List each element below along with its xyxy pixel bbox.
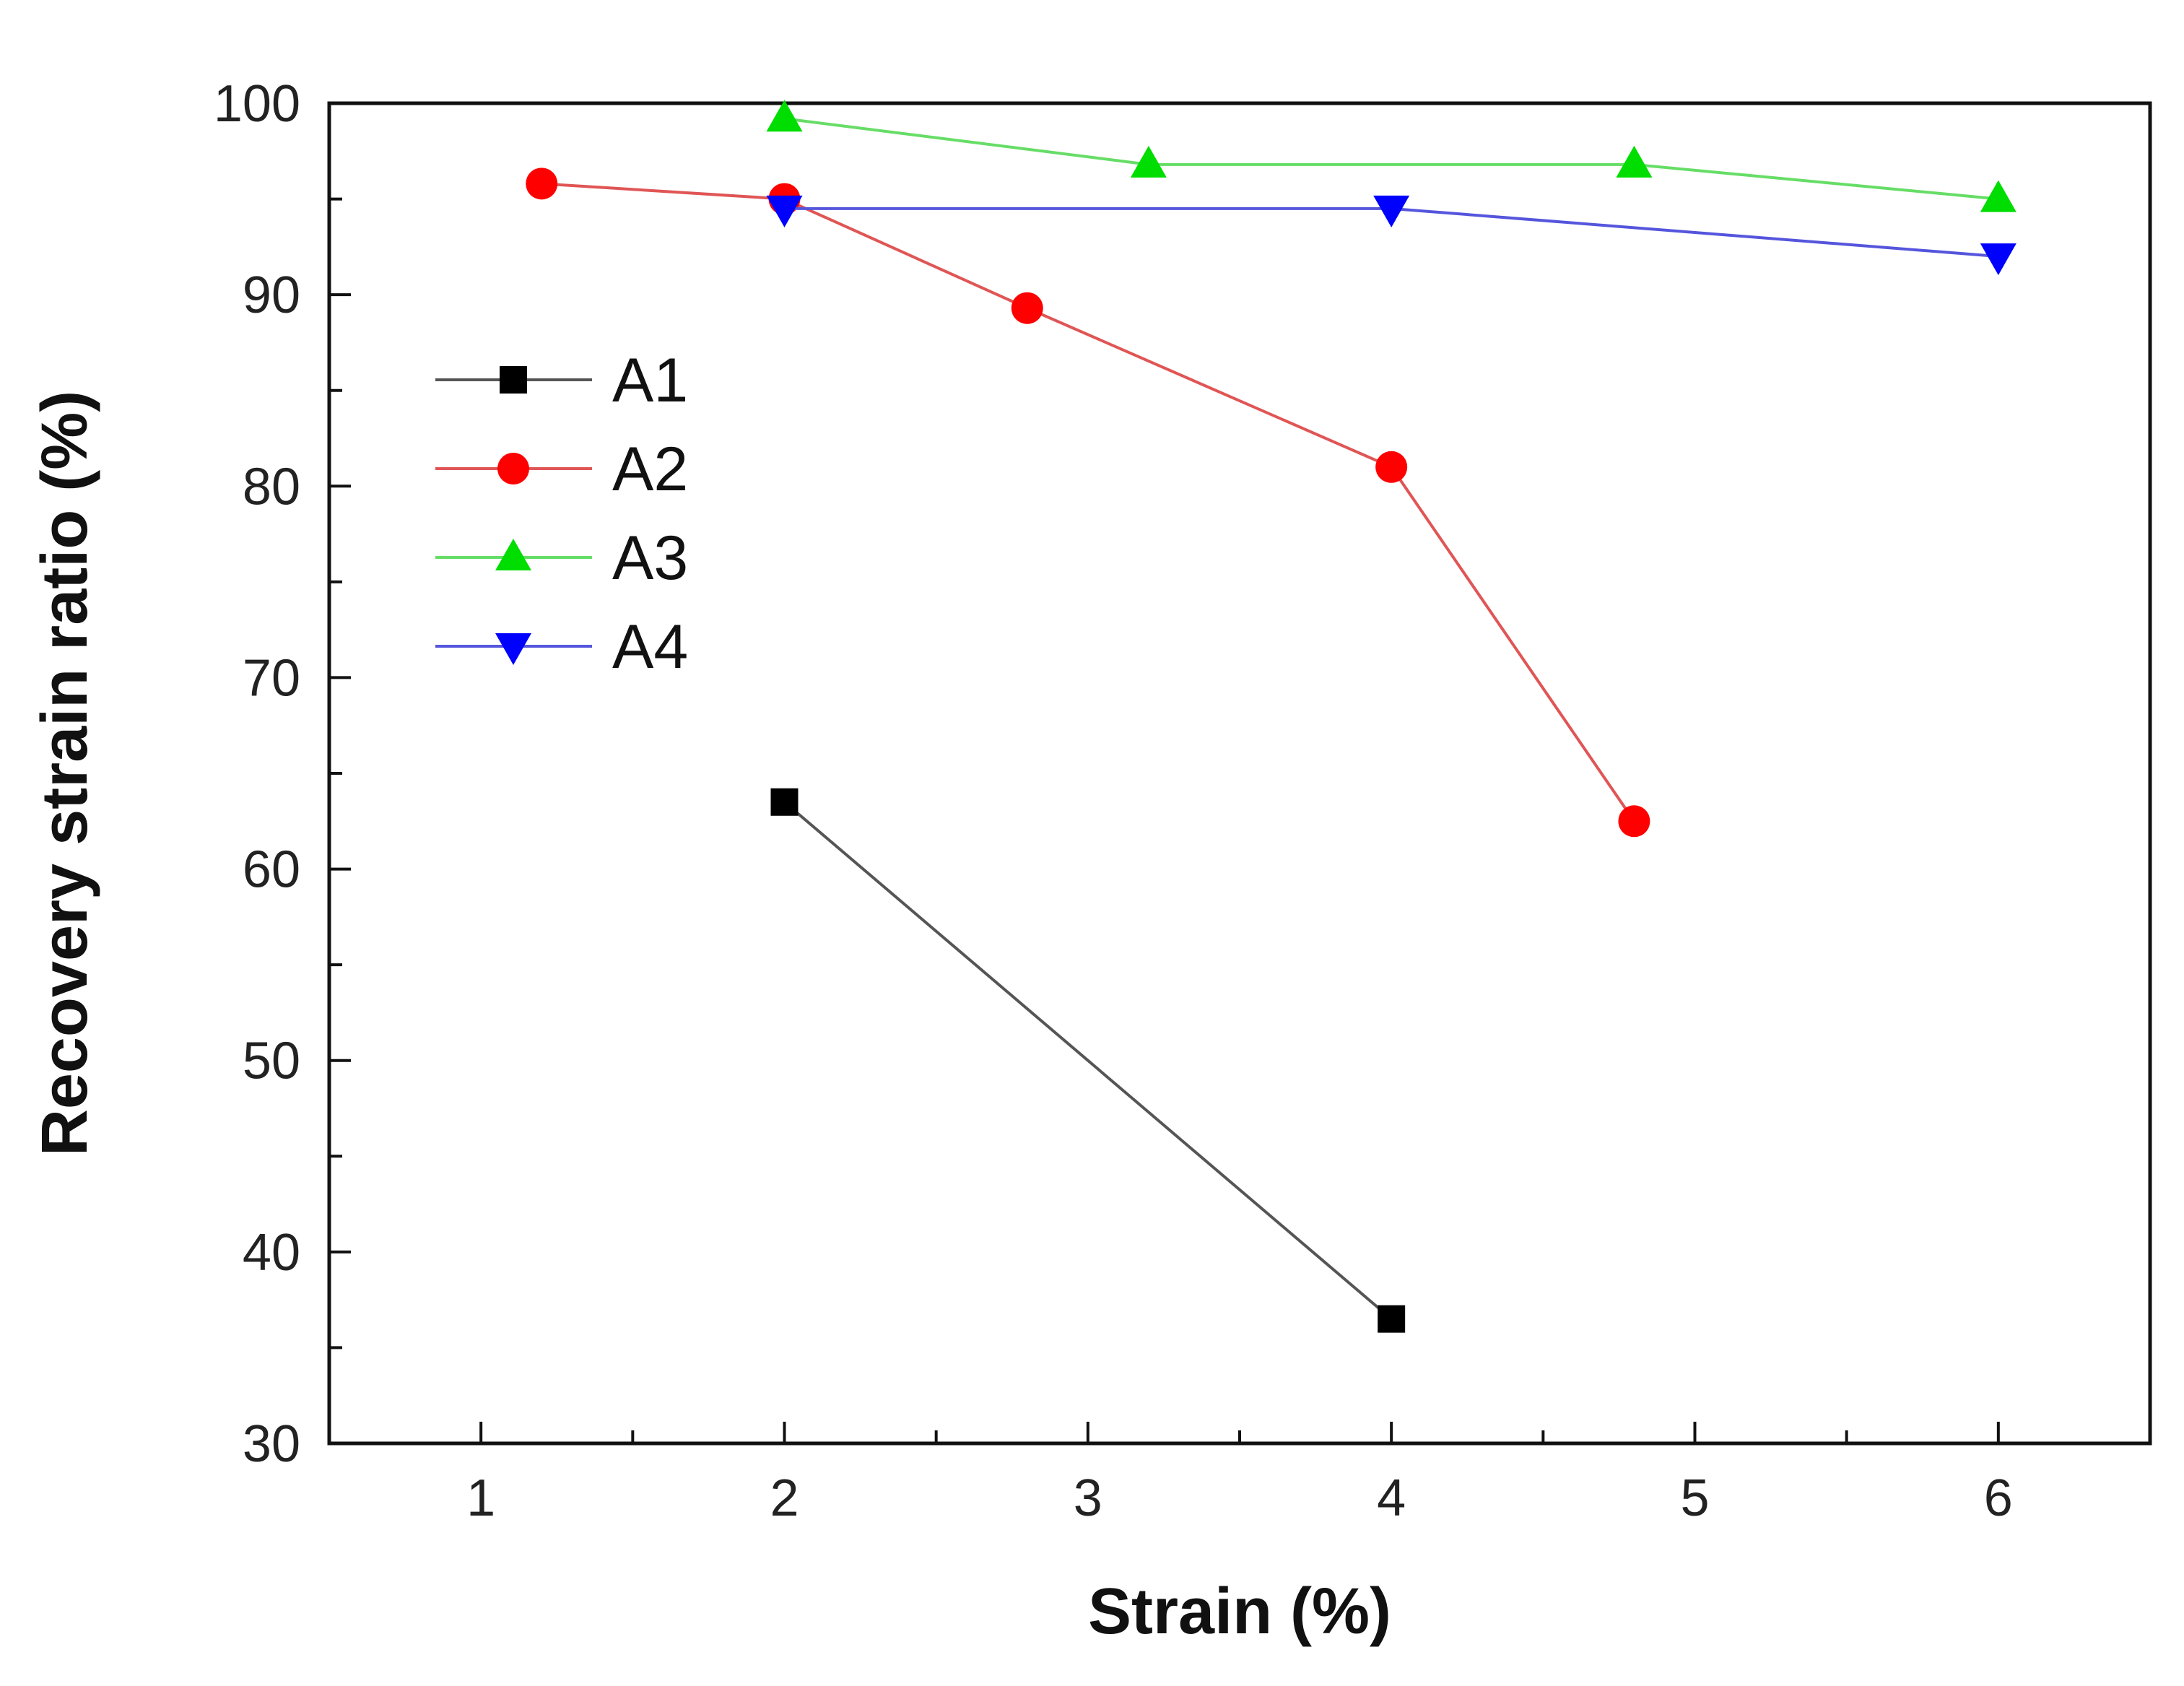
data-point-a3 — [766, 100, 803, 132]
data-point-a2 — [1011, 292, 1043, 324]
y-tick-label: 50 — [243, 1033, 300, 1090]
x-tick-label: 6 — [1984, 1469, 2013, 1527]
legend-item-a1: A1 — [435, 346, 688, 415]
data-point-a2 — [1618, 805, 1650, 838]
legend-marker — [497, 453, 529, 484]
data-point-a4 — [1980, 243, 2016, 276]
series-a1 — [770, 788, 1406, 1333]
legend: A1 A2 A3 A4 — [435, 346, 688, 682]
y-axis-title: Recovery strain ratio (%) — [29, 391, 101, 1156]
legend-marker — [495, 539, 531, 570]
legend-marker — [500, 366, 527, 394]
x-tick-label: 3 — [1074, 1469, 1102, 1527]
data-point-a1 — [1378, 1305, 1406, 1333]
y-tick-label: 80 — [243, 458, 300, 516]
data-point-a3 — [1616, 145, 1653, 178]
x-tick-label: 5 — [1680, 1469, 1709, 1527]
data-point-a1 — [770, 788, 799, 816]
y-tick-label: 100 — [214, 75, 300, 133]
legend-marker — [495, 633, 531, 665]
series-line-a3 — [784, 117, 1999, 201]
data-point-a2 — [526, 168, 558, 200]
legend-label: A1 — [612, 346, 688, 415]
series-line-a1 — [783, 801, 1393, 1321]
y-tick-label: 40 — [243, 1224, 300, 1282]
y-tick-label: 90 — [243, 266, 300, 324]
series-a4 — [766, 195, 2016, 276]
data-point-a4 — [1373, 195, 1410, 227]
data-point-a3 — [1980, 180, 2016, 212]
series-group — [526, 100, 2016, 1333]
axis-ticks: 1 2 3 4 5 6 30 40 50 60 70 80 90 100 — [214, 75, 2013, 1527]
legend-label: A4 — [612, 612, 688, 682]
data-point-a2 — [1375, 451, 1408, 483]
plot-frame — [327, 101, 2152, 1446]
data-point-a4 — [766, 195, 803, 227]
legend-label: A3 — [612, 523, 688, 593]
series-a2 — [526, 168, 1650, 838]
x-tick-label: 1 — [466, 1469, 495, 1527]
series-a3 — [766, 100, 2016, 212]
x-tick-label: 4 — [1377, 1469, 1406, 1527]
x-axis-title: Strain (%) — [1088, 1576, 1391, 1648]
legend-item-a3: A3 — [435, 523, 688, 593]
x-tick-label: 2 — [770, 1469, 799, 1527]
y-tick-label: 60 — [243, 841, 300, 899]
legend-item-a2: A2 — [435, 435, 688, 504]
legend-item-a4: A4 — [435, 612, 688, 682]
y-tick-label: 70 — [243, 649, 300, 707]
data-point-a3 — [1130, 145, 1167, 178]
series-line-a2 — [541, 182, 1636, 822]
y-tick-label: 30 — [243, 1415, 300, 1473]
legend-label: A2 — [612, 435, 688, 504]
